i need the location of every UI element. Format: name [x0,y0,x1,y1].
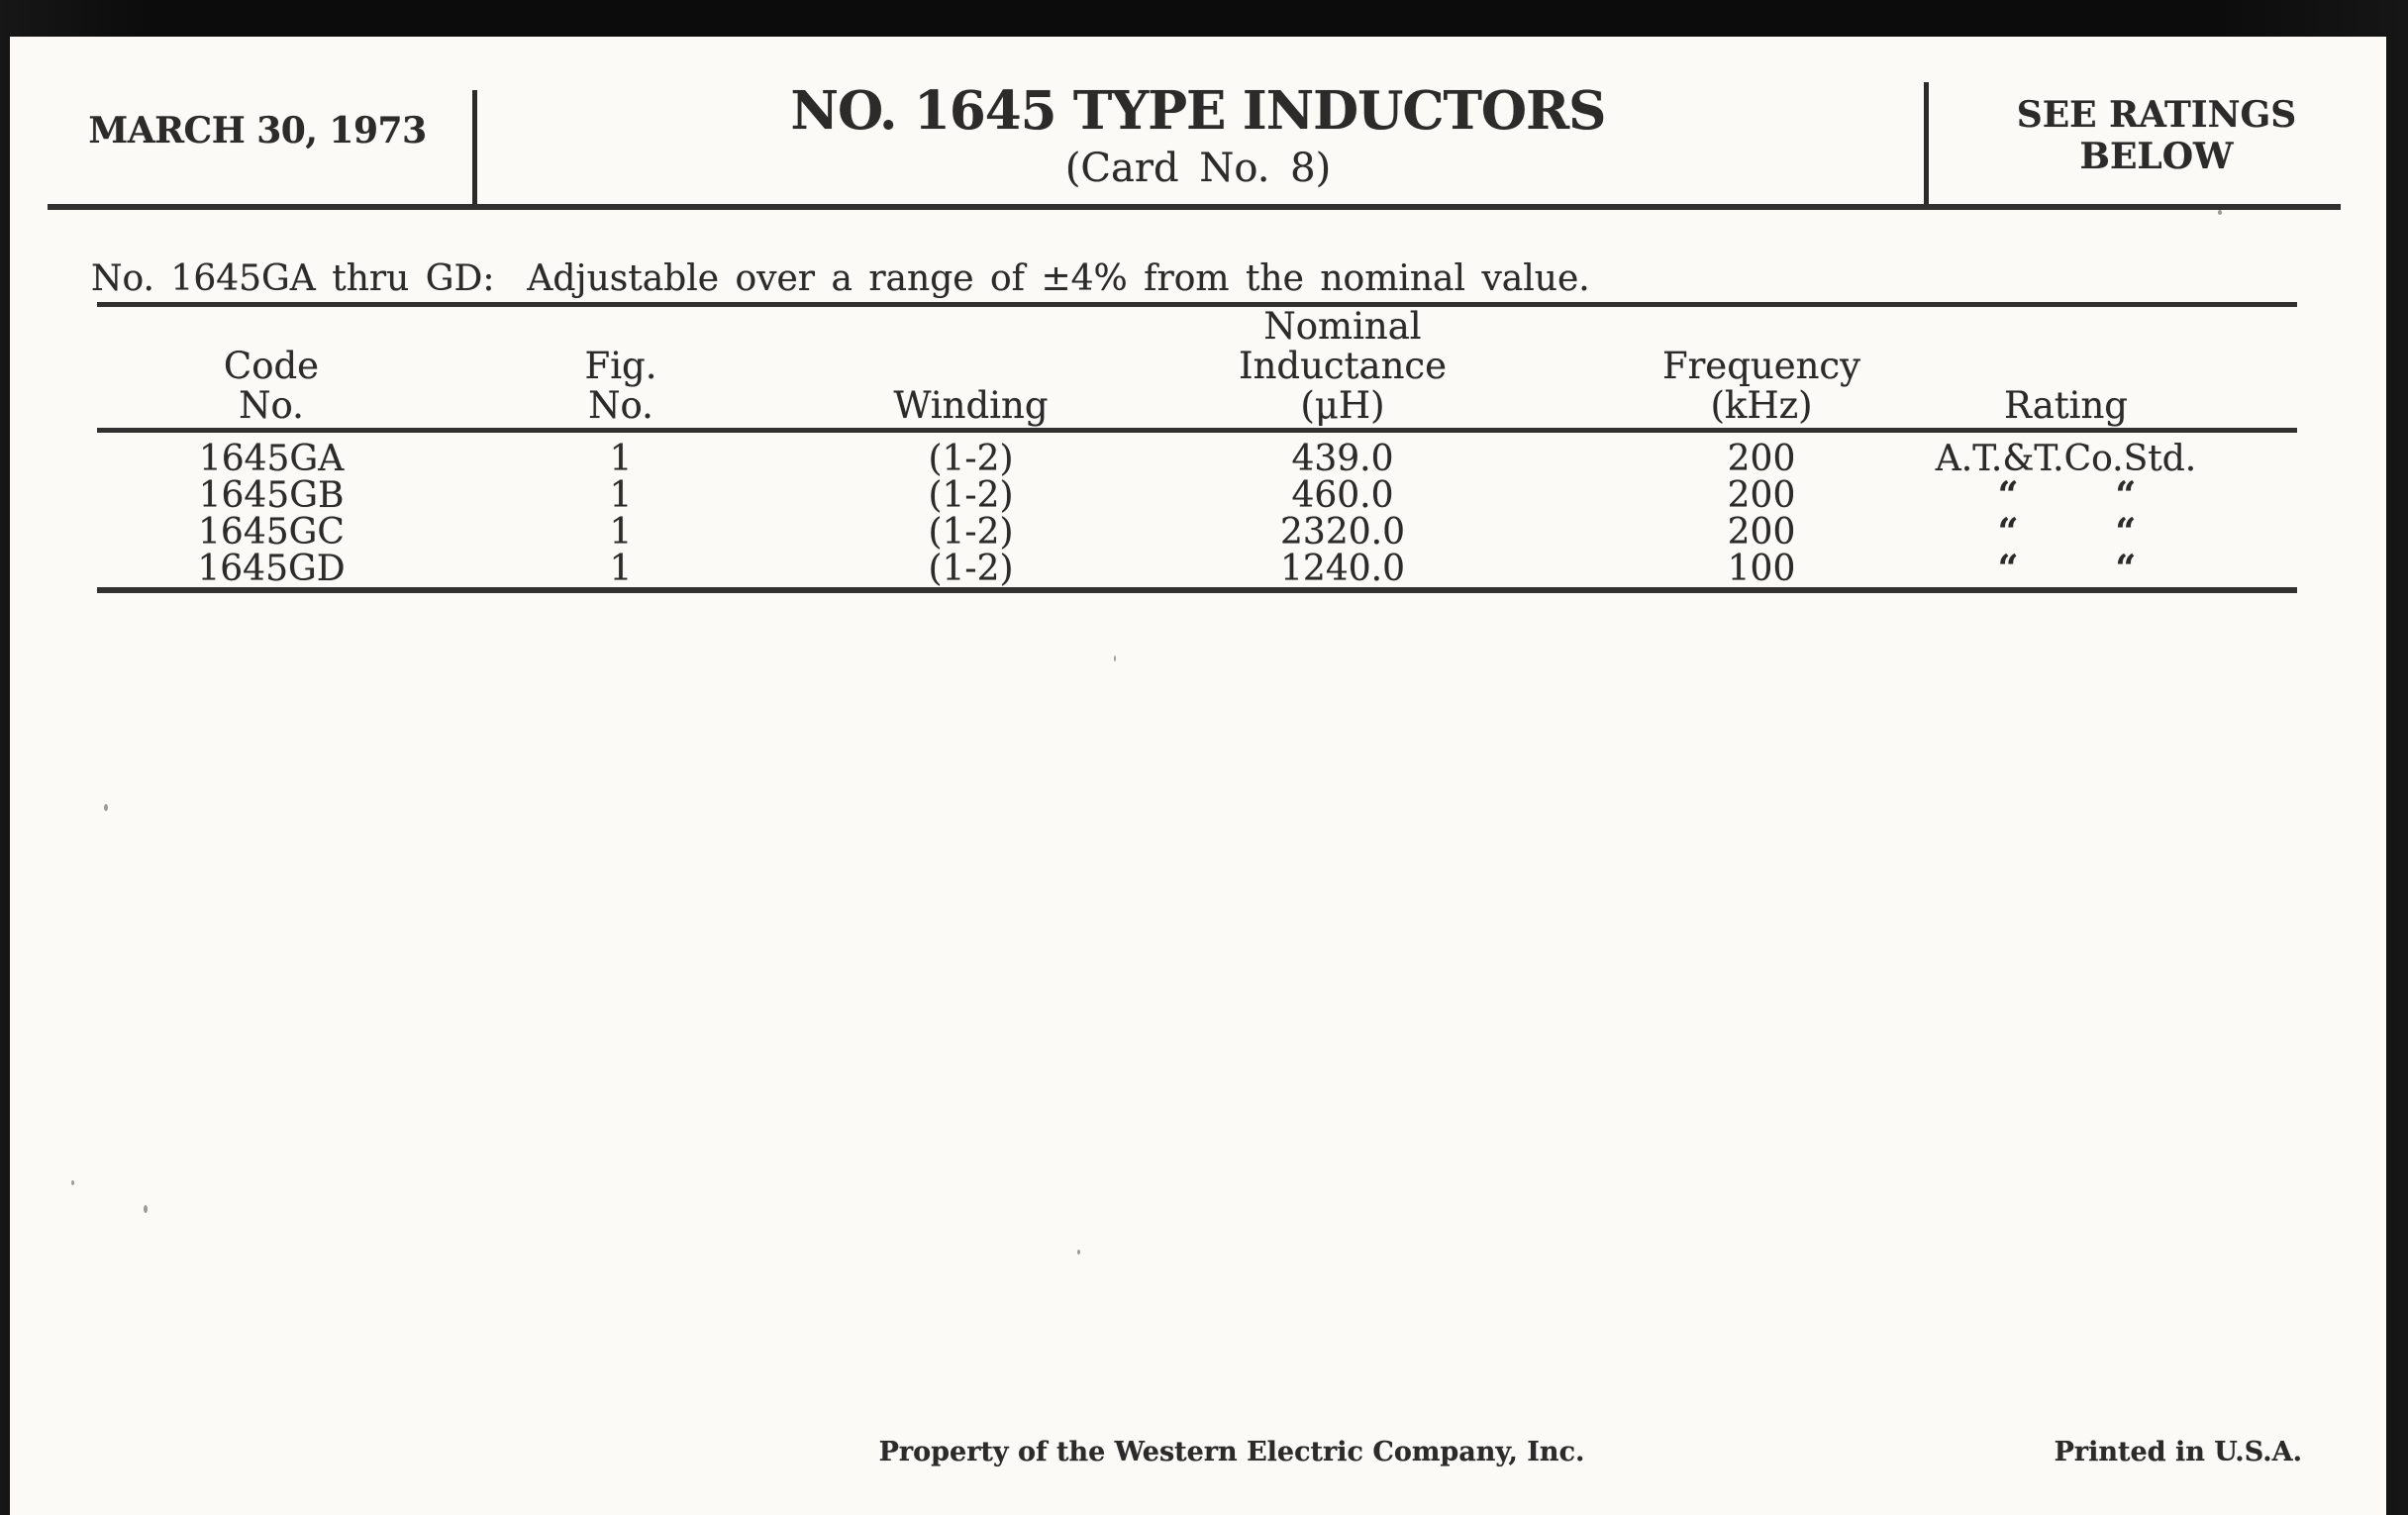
card-title-block: NO. 1645 TYPE INDUCTORS (Card No. 8) [472,80,1924,192]
cell-fig: 1 [609,439,633,479]
cell-fig: 1 [609,512,633,553]
table-row: 1645GD 1 (1-2) 1240.0 100 ““ [97,551,2297,590]
cell-code: 1645GD [197,549,346,589]
cell-winding: (1-2) [928,475,1014,516]
cell-inductance: 439.0 [1291,439,1394,479]
table-row: 1645GC 1 (1-2) 2320.0 200 ““ [97,512,2297,553]
ditto-mark: “ [2115,474,2137,516]
scan-speck [104,804,108,811]
ditto-mark: “ [2115,511,2137,553]
column-header-winding: Winding [796,304,1146,433]
column-header-rating: Rating [1914,304,2297,433]
cell-fig: 1 [609,549,633,589]
table-row: 1645GB 1 (1-2) 460.0 200 ““ [97,475,2297,516]
scan-speck [1114,656,1116,661]
cell-rating-ditto: ““ [1914,477,2297,514]
table-header-row: Code No. Fig. No. Winding Nominal Induct… [97,304,2297,433]
cell-winding: (1-2) [928,439,1014,479]
ratings-note: SEE RATINGS BELOW [2016,94,2297,177]
card-number: (Card No. 8) [1064,146,1332,191]
column-header-code: Code No. [97,304,446,433]
adjustment-note: No. 1645GA thru GD: Adjustable over a ra… [91,258,1590,299]
ditto-mark: “ [1997,548,2019,589]
cell-code: 1645GA [198,439,345,479]
cell-code: 1645GC [198,512,345,553]
cell-winding: (1-2) [928,549,1014,589]
cell-frequency: 200 [1727,439,1796,479]
property-notice: Property of the Western Electric Company… [878,1437,1585,1467]
cell-frequency: 200 [1727,512,1796,553]
cell-inductance: 1240.0 [1280,549,1405,589]
scan-speck [2218,210,2222,215]
scan-speck [144,1205,148,1213]
inductor-spec-table: Code No. Fig. No. Winding Nominal Induct… [97,302,2297,593]
scan-speck [71,1180,74,1185]
table-row: 1645GA 1 (1-2) 439.0 200 A.T.&T.Co.Std. [97,431,2297,478]
cell-inductance: 460.0 [1291,475,1394,516]
cell-code: 1645GB [198,475,345,516]
card-date: MARCH 30, 1973 [88,110,427,152]
ditto-mark: “ [2115,548,2137,589]
column-header-fig: Fig. No. [446,304,796,433]
inductor-data-card: MARCH 30, 1973 NO. 1645 TYPE INDUCTORS (… [10,37,2386,1515]
header-divider-left [472,90,477,209]
cell-fig: 1 [609,475,633,516]
cell-rating: A.T.&T.Co.Std. [1935,439,2197,479]
cell-rating-ditto: ““ [1914,514,2297,551]
cell-frequency: 100 [1727,549,1796,589]
ditto-mark: “ [1997,474,2019,516]
cell-rating-ditto: ““ [1914,551,2297,590]
ditto-mark: “ [1997,511,2019,553]
cell-frequency: 200 [1727,475,1796,516]
header-rule [48,204,2341,210]
column-header-frequency: Frequency (kHz) [1540,304,1914,433]
header-divider-right [1924,82,1929,206]
cell-winding: (1-2) [928,512,1014,553]
column-header-inductance: Nominal Inductance (μH) [1146,304,1540,433]
page-title: NO. 1645 TYPE INDUCTORS [790,80,1607,142]
printed-in-usa: Printed in U.S.A. [2054,1437,2302,1467]
cell-inductance: 2320.0 [1280,512,1405,553]
scan-speck [1077,1250,1080,1255]
